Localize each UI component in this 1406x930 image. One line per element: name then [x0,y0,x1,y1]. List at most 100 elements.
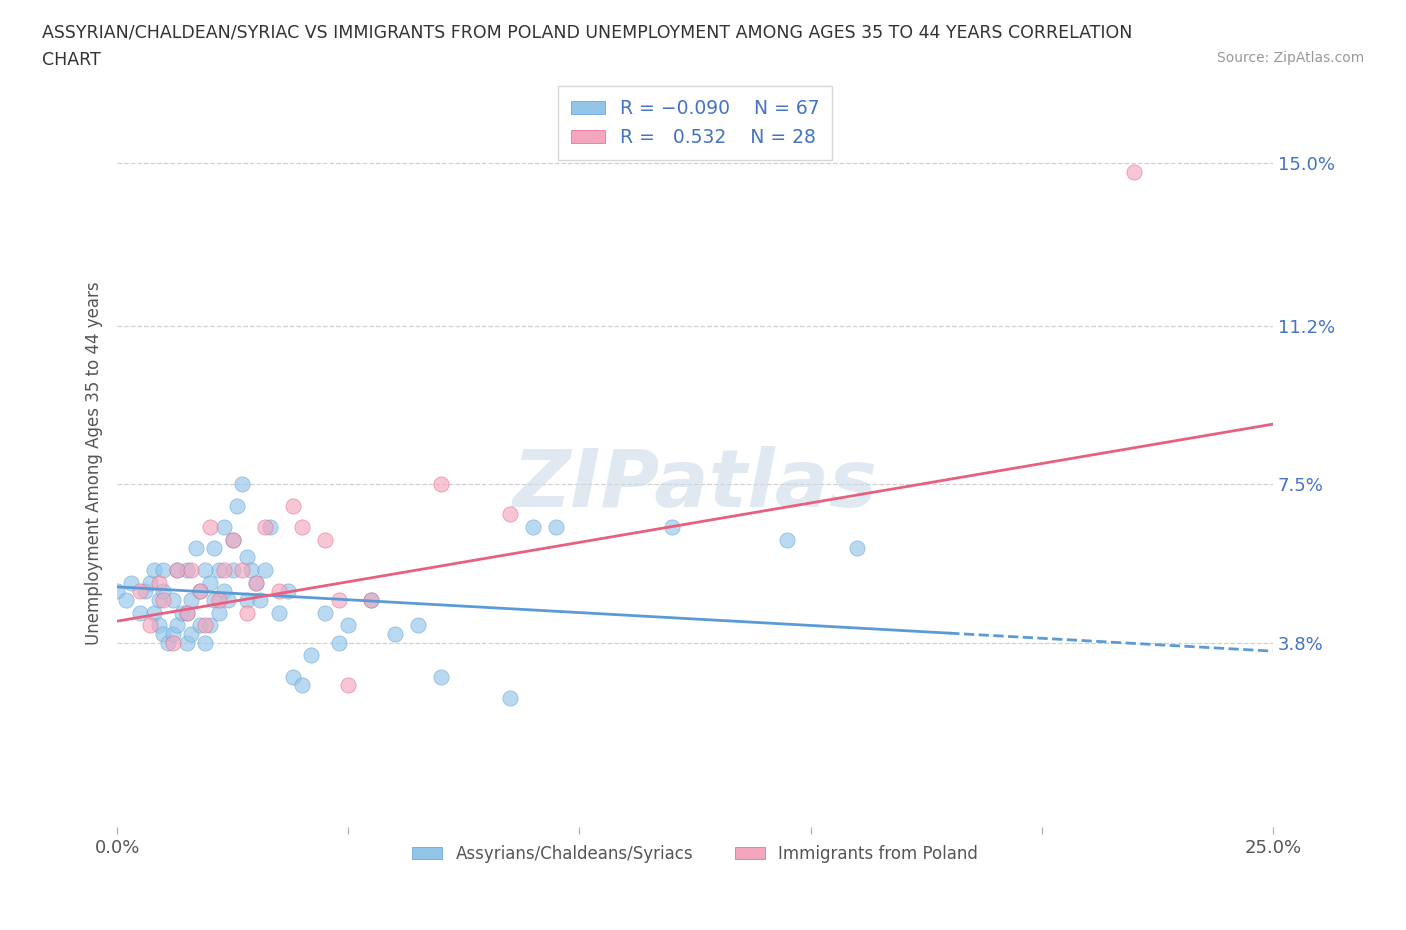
Point [120,575,142,590]
Point [190,618,212,633]
Point [254,520,277,535]
Point [337,618,360,633]
Text: CHART: CHART [42,51,101,69]
Point [222,532,245,547]
Point [152,627,174,642]
Point [202,592,225,607]
Point [245,575,267,590]
Point [176,605,198,620]
Point [198,520,221,535]
Point [249,592,271,607]
Point [328,635,350,650]
Point [180,627,202,642]
Point [194,618,217,633]
Point [291,678,314,693]
Point [143,605,166,620]
Y-axis label: Unemployment Among Ages 35 to 44 years: Unemployment Among Ages 35 to 44 years [86,281,103,644]
Point [152,584,174,599]
Point [166,563,188,578]
Point [259,520,281,535]
Point [217,592,239,607]
Point [277,584,299,599]
Point [212,563,235,578]
Point [845,541,868,556]
Point [208,563,231,578]
Point [384,627,406,642]
Point [129,605,152,620]
Point [162,627,184,642]
Point [360,592,382,607]
Point [1123,164,1146,179]
Point [138,575,160,590]
Point [115,592,138,607]
Point [143,563,166,578]
Point [190,584,212,599]
Point [176,635,198,650]
Point [226,498,249,513]
Point [148,618,170,633]
Point [222,563,245,578]
Point [314,532,336,547]
Point [198,618,221,633]
Point [157,635,180,650]
Point [231,563,253,578]
Point [162,592,184,607]
Point [166,618,188,633]
Point [661,520,683,535]
Point [222,532,245,547]
Point [176,605,198,620]
Point [522,520,544,535]
Point [190,584,212,599]
Point [776,532,799,547]
Point [208,605,231,620]
Point [148,592,170,607]
Point [281,498,304,513]
Point [194,635,217,650]
Point [198,575,221,590]
Point [176,563,198,578]
Point [148,575,170,590]
Point [212,584,235,599]
Point [105,584,128,599]
Point [281,670,304,684]
Point [429,670,451,684]
Point [180,592,202,607]
Point [134,584,156,599]
Point [170,605,193,620]
Text: ZIPatlas: ZIPatlas [512,445,877,524]
Point [184,541,207,556]
Point [499,507,522,522]
Point [138,618,160,633]
Point [235,592,257,607]
Point [129,584,152,599]
Point [291,520,314,535]
Point [235,605,257,620]
Point [180,563,202,578]
Point [152,592,174,607]
Legend: Assyrians/Chaldeans/Syriacs, Immigrants from Poland: Assyrians/Chaldeans/Syriacs, Immigrants … [405,838,984,870]
Point [245,575,267,590]
Point [267,605,290,620]
Point [314,605,336,620]
Point [429,477,451,492]
Point [499,691,522,706]
Point [194,563,217,578]
Point [231,477,253,492]
Point [208,592,231,607]
Point [240,563,263,578]
Point [360,592,382,607]
Text: ASSYRIAN/CHALDEAN/SYRIAC VS IMMIGRANTS FROM POLAND UNEMPLOYMENT AMONG AGES 35 TO: ASSYRIAN/CHALDEAN/SYRIAC VS IMMIGRANTS F… [42,23,1133,41]
Point [328,592,350,607]
Point [546,520,568,535]
Point [212,520,235,535]
Point [235,550,257,565]
Point [337,678,360,693]
Point [202,541,225,556]
Point [267,584,290,599]
Point [166,563,188,578]
Text: Source: ZipAtlas.com: Source: ZipAtlas.com [1216,51,1364,65]
Point [152,563,174,578]
Point [299,648,322,663]
Point [162,635,184,650]
Point [406,618,429,633]
